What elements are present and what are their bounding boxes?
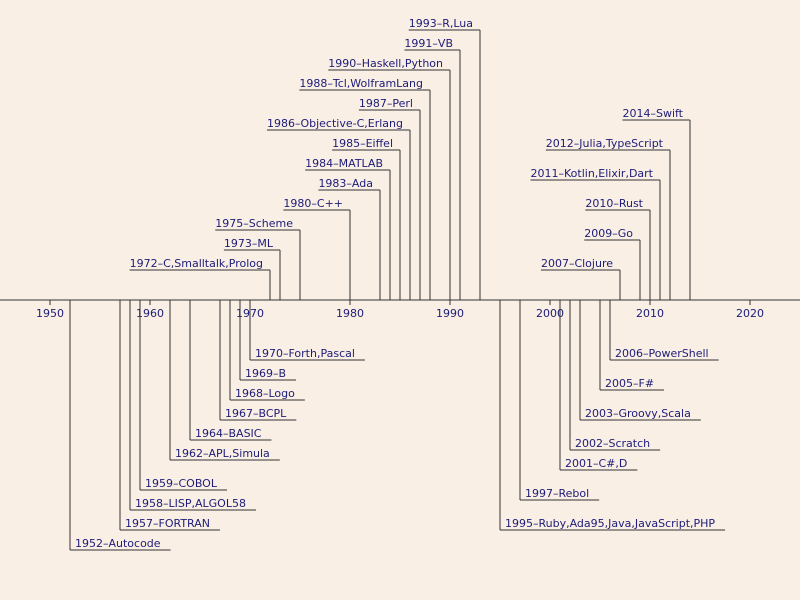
event-label: 1995–Ruby,Ada95,Java,JavaScript,PHP	[505, 517, 715, 530]
event-label: 1984–MATLAB	[305, 157, 383, 170]
event-label: 1975–Scheme	[215, 217, 293, 230]
event-label: 1997–Rebol	[525, 487, 589, 500]
x-tick-label: 1950	[36, 307, 64, 320]
event-label: 1964–BASIC	[195, 427, 262, 440]
event-label: 1980–C++	[283, 197, 343, 210]
x-tick-label: 2020	[736, 307, 764, 320]
event-label: 2011–Kotlin,Elixir,Dart	[531, 167, 654, 180]
event-label: 2006–PowerShell	[615, 347, 709, 360]
event-label: 1986–Objective-C,Erlang	[267, 117, 403, 130]
event-label: 2009–Go	[584, 227, 633, 240]
event-label: 1957–FORTRAN	[125, 517, 210, 530]
event-label: 1993–R,Lua	[409, 17, 473, 30]
event-label: 2014–Swift	[622, 107, 683, 120]
event-label: 1988–Tcl,WolframLang	[299, 77, 423, 90]
event-label: 1991–VB	[404, 37, 453, 50]
event-label: 1968–Logo	[235, 387, 295, 400]
event-label: 1952–Autocode	[75, 537, 161, 550]
event-label: 1970–Forth,Pascal	[255, 347, 355, 360]
event-label: 2010–Rust	[585, 197, 643, 210]
event-label: 1973–ML	[224, 237, 274, 250]
event-label: 1962–APL,Simula	[175, 447, 270, 460]
event-label: 2012–Julia,TypeScript	[546, 137, 664, 150]
event-label: 2001–C#,D	[565, 457, 627, 470]
x-tick-label: 1990	[436, 307, 464, 320]
event-label: 1983–Ada	[318, 177, 373, 190]
event-label: 1967–BCPL	[225, 407, 287, 420]
x-tick-label: 1980	[336, 307, 364, 320]
event-label: 1958–LISP,ALGOL58	[135, 497, 246, 510]
event-label: 2007–Clojure	[541, 257, 613, 270]
event-label: 1990–Haskell,Python	[328, 57, 443, 70]
event-label: 1985–Eiffel	[332, 137, 393, 150]
x-tick-label: 2010	[636, 307, 664, 320]
event-label: 2005–F#	[605, 377, 654, 390]
event-label: 1969–B	[245, 367, 286, 380]
x-tick-label: 1960	[136, 307, 164, 320]
event-label: 1972–C,Smalltalk,Prolog	[130, 257, 263, 270]
event-label: 2003–Groovy,Scala	[585, 407, 691, 420]
event-label: 1959–COBOL	[145, 477, 218, 490]
event-label: 1987–Perl	[359, 97, 413, 110]
event-label: 2002–Scratch	[575, 437, 650, 450]
x-tick-label: 2000	[536, 307, 564, 320]
